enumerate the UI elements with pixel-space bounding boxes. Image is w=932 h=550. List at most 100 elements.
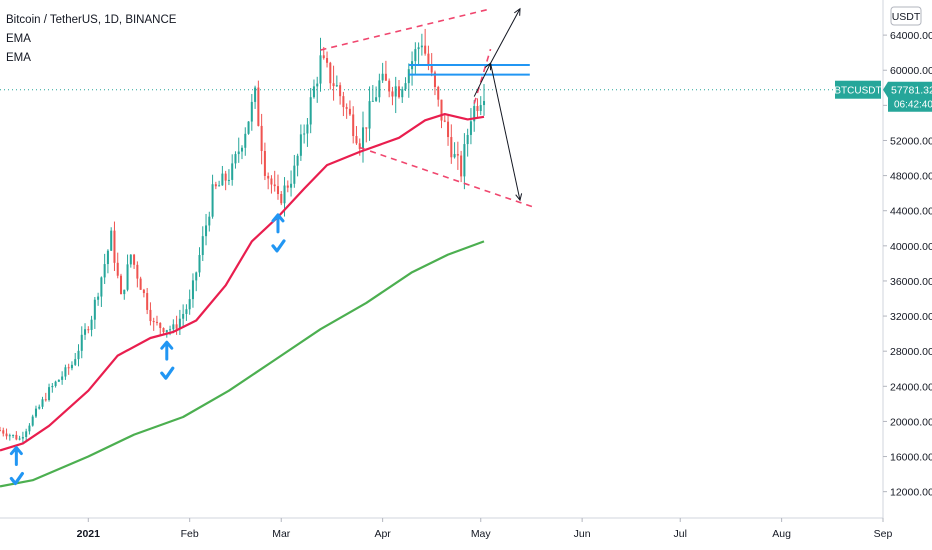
candle-body [162,328,165,333]
bounce-mark-3[interactable] [271,213,286,253]
candle [280,191,283,206]
projection-arrow-3[interactable] [473,62,492,97]
candle [427,45,430,71]
candle [28,423,31,435]
candle [139,276,142,290]
price-tag[interactable]: 57781.32 06:42:40 [883,81,932,112]
ema-long-line[interactable] [0,240,485,488]
x-tick-label: Aug [772,528,791,540]
candle-body [453,154,456,158]
arrow-head [515,193,523,202]
symbol-tag[interactable]: BTCUSDT [834,80,882,99]
candle [306,118,309,147]
candle [348,100,351,117]
candle-body [417,47,420,50]
candle-body [394,86,397,97]
candle [440,99,443,129]
candle-body [257,87,260,126]
candle [384,60,387,81]
x-tick-label: Feb [181,528,199,540]
candle-body [332,83,335,87]
candle [388,78,391,98]
candle-body [182,313,185,319]
candle [133,253,136,269]
candle [411,51,414,86]
candle-body [87,329,90,331]
candle-body [149,309,152,322]
x-tick-label: Apr [374,528,391,540]
candle [397,80,400,99]
candle-body [84,329,87,335]
candle-body [348,108,351,115]
candle-body [48,387,51,400]
candle [195,271,198,292]
candle [437,85,440,107]
candle-body [5,433,8,437]
candle-body [270,178,273,185]
candle [267,172,270,190]
candle-body [401,89,404,98]
candle [263,142,266,181]
candle [54,380,57,388]
y-tick-label: 44000.00 [890,206,932,218]
candle-body [152,321,155,323]
candle-body [443,120,446,122]
candle-body [371,100,374,102]
pattern-line-1[interactable] [320,8,488,51]
candle [136,261,139,288]
ema-short-line[interactable] [0,112,485,452]
projection-arrow-2[interactable] [490,63,523,202]
y-tick-label: 24000.00 [890,381,932,393]
candle [456,141,459,170]
candle [100,276,103,307]
candle [77,344,80,367]
candle-body [427,53,430,66]
candle [15,431,18,441]
candle [453,142,456,159]
candle-body [0,430,2,432]
candle-body [205,225,208,237]
y-tick-label: 60000.00 [890,65,932,77]
projection-arrow-1[interactable] [490,7,521,64]
candle-body [116,262,119,276]
candle [74,352,77,366]
candle [31,414,34,427]
candle-body [244,133,247,148]
candle-body [31,416,34,426]
candle-body [214,184,217,187]
y-tick-label: 64000.00 [890,30,932,42]
candle [260,113,263,165]
pattern-line-2[interactable] [359,146,537,209]
candle [70,361,73,371]
currency-badge[interactable]: USDT [890,6,922,26]
candle-body [25,431,28,438]
candle [463,133,466,190]
price-tag-countdown: 06:42:40 [894,100,932,111]
candle-body [221,173,224,186]
pattern-line-3[interactable] [473,48,492,104]
candle [205,213,208,246]
bounce-mark-1[interactable] [9,446,24,486]
candle [231,154,234,186]
candle [303,124,306,144]
candle [208,211,211,232]
candle [299,124,302,161]
x-tick-label: Mar [272,528,291,540]
indicator-ema-1[interactable]: EMA [6,33,31,45]
candle-body [8,435,11,437]
candle-body [155,321,158,323]
candle-body [273,184,276,187]
candle [67,363,70,375]
candle-body [254,87,257,102]
candle [162,327,165,334]
candle-body [103,264,106,278]
candle-body [469,121,472,135]
bounce-mark-2[interactable] [160,340,175,380]
indicator-ema-2[interactable]: EMA [6,52,31,64]
candle [469,108,472,145]
candle-body [329,62,332,84]
candle-body [61,376,64,380]
candle-body [139,278,142,290]
